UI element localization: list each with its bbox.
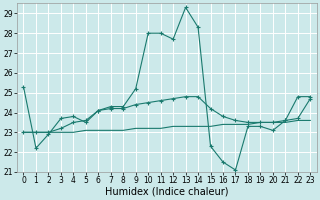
X-axis label: Humidex (Indice chaleur): Humidex (Indice chaleur) <box>105 187 229 197</box>
